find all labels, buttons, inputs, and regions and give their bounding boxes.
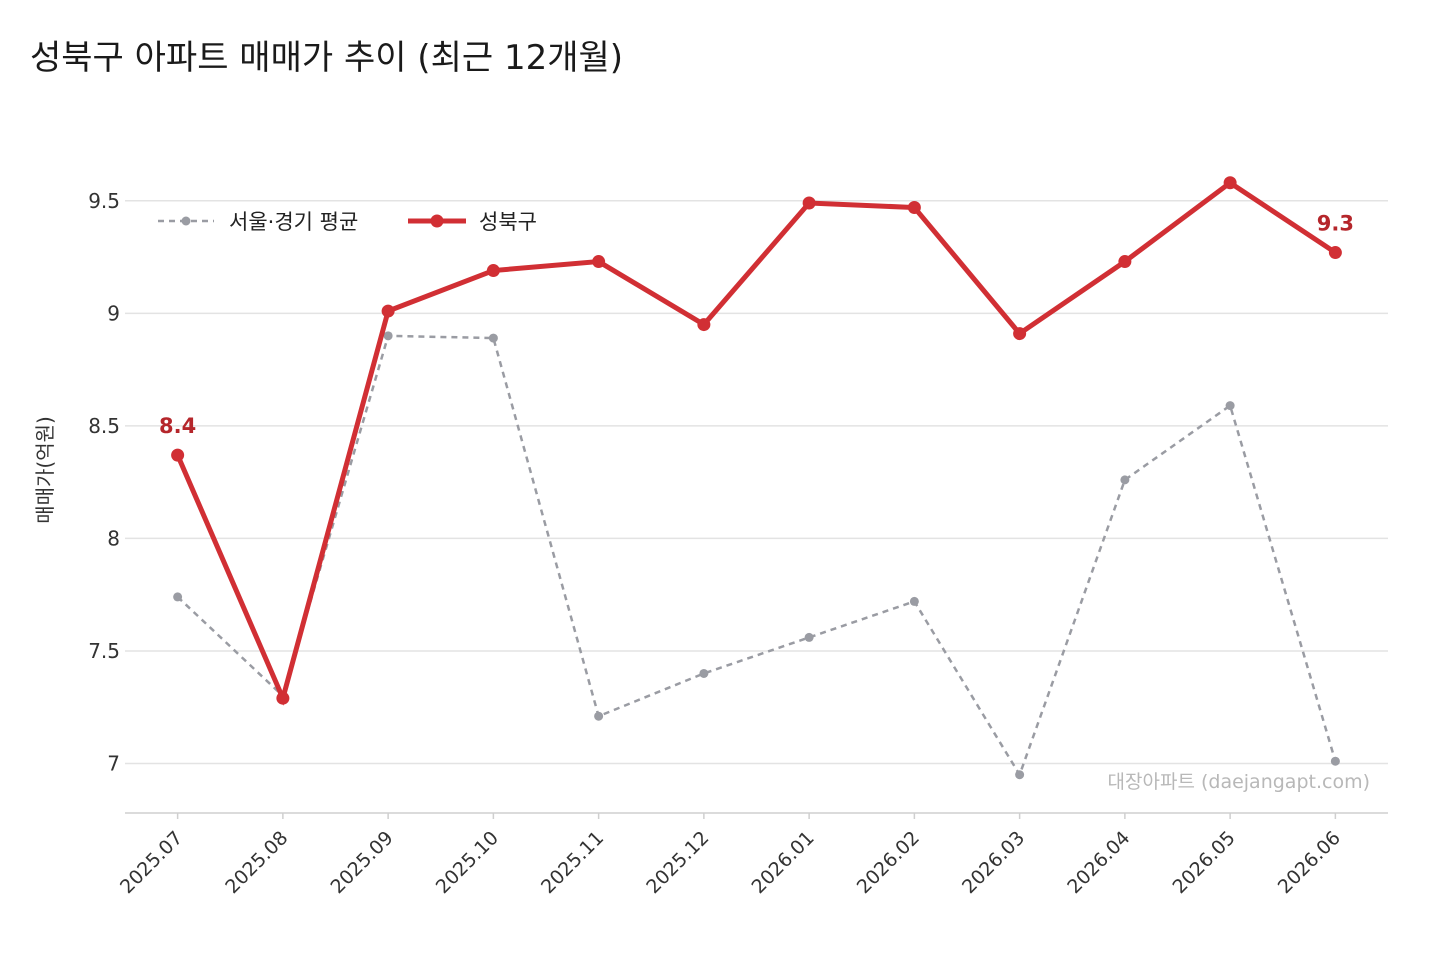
y-tick-label: 8: [107, 526, 120, 550]
average-point: [699, 668, 709, 678]
average-point: [383, 331, 393, 341]
district-point: [697, 318, 711, 332]
y-tick-label: 8.5: [88, 414, 120, 438]
legend: 서울·경기 평균 성북구: [158, 210, 537, 234]
average-point: [1330, 756, 1340, 766]
district-point: [1118, 255, 1132, 269]
district-point: [381, 304, 395, 318]
x-tick-label: 2026.06: [1274, 827, 1345, 898]
district-point: [1328, 246, 1342, 260]
x-tick-label: 2025.09: [327, 827, 398, 898]
district-point: [276, 691, 290, 705]
legend-average-marker: [181, 216, 191, 226]
average-point: [909, 596, 919, 606]
y-tick-label: 9.5: [88, 189, 120, 213]
average-point: [488, 333, 498, 343]
district-point: [1223, 176, 1237, 190]
y-tick-labels: 7 7.5 8 8.5 9 9.5: [88, 189, 120, 776]
data-label: 8.4: [159, 414, 196, 438]
x-tick-label: 2025.11: [537, 827, 608, 898]
district-point: [802, 196, 816, 210]
x-tick-label: 2025.10: [432, 827, 503, 898]
district-point: [486, 264, 500, 278]
y-tick-label: 7.5: [88, 639, 120, 663]
x-tick-label: 2026.01: [748, 827, 819, 898]
average-point: [1120, 475, 1130, 485]
x-tick-label: 2025.08: [221, 827, 292, 898]
series-group: [171, 176, 1342, 780]
average-point: [594, 711, 604, 721]
legend-average-label: 서울·경기 평균: [229, 210, 358, 234]
x-tick-label: 2026.03: [958, 827, 1029, 898]
chart-title: 성북구 아파트 매매가 추이 (최근 12개월): [30, 38, 624, 78]
y-tick-label: 7: [107, 751, 120, 775]
district-point: [592, 255, 606, 269]
watermark-text: 대장아파트 (daejangapt.com): [1108, 771, 1370, 793]
x-tick-label: 2025.12: [642, 827, 713, 898]
average-series-line: [176, 334, 1337, 778]
y-axis-label: 매매가(억원): [33, 416, 57, 524]
district-point: [1013, 327, 1027, 341]
district-series-line: [175, 179, 1337, 706]
x-axis: 2025.07 2025.08 2025.09 2025.10 2025.11 2025.…: [116, 812, 1388, 898]
x-tick-label: 2026.05: [1169, 827, 1240, 898]
legend-district-label: 성북구: [479, 210, 537, 234]
average-point: [804, 632, 814, 642]
data-label: 9.3: [1317, 212, 1354, 236]
average-point: [1225, 401, 1235, 411]
average-point: [1015, 770, 1025, 780]
legend-district-marker: [430, 214, 444, 228]
average-point: [173, 592, 183, 602]
district-point: [171, 448, 185, 462]
district-point: [907, 201, 921, 215]
grid-lines: [125, 200, 1388, 765]
x-tick-label: 2026.04: [1063, 827, 1134, 898]
x-tick-label: 2026.02: [853, 827, 924, 898]
y-tick-label: 9: [107, 301, 120, 325]
x-tick-label: 2025.07: [116, 827, 187, 898]
data-labels: 8.4 9.3: [159, 212, 1354, 439]
